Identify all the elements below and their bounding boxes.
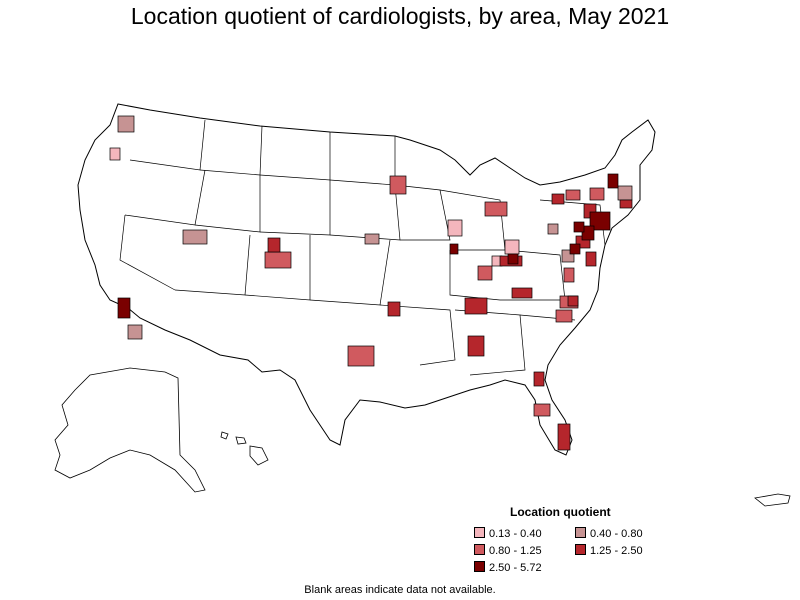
area-providence — [619, 199, 633, 209]
area-tampa — [533, 403, 551, 417]
area-knoxville — [511, 287, 533, 299]
area-denver — [264, 251, 292, 269]
area-columbia — [555, 309, 573, 323]
area-rochester — [551, 193, 565, 205]
legend-item-2: 0.80 - 1.25 — [474, 544, 542, 557]
area-huntington — [507, 253, 519, 265]
legend-label-3: 1.25 - 2.50 — [590, 545, 643, 557]
puerto-rico-outline — [754, 493, 791, 507]
legend-swatch-4 — [474, 561, 485, 572]
legend-label-1: 0.40 - 0.80 — [590, 528, 643, 540]
legend-swatch-2 — [474, 544, 485, 555]
legend-item-1: 0.40 - 0.80 — [575, 527, 643, 540]
area-lexington — [563, 267, 575, 283]
hawaii-islands — [220, 431, 269, 466]
area-springfield-il — [447, 219, 463, 237]
area-san-diego — [127, 324, 143, 340]
legend: Location quotient 0.13 - 0.40 0.40 - 0.8… — [470, 505, 680, 577]
area-albany — [589, 187, 605, 201]
area-allentown — [573, 221, 585, 233]
legend-title: Location quotient — [510, 505, 611, 519]
area-boundaries — [119, 119, 606, 376]
legend-item-3: 1.25 - 2.50 — [575, 544, 643, 557]
area-syracuse — [565, 189, 581, 201]
area-nashville — [464, 297, 488, 315]
area-gainesville — [533, 371, 545, 387]
legend-label-4: 2.50 - 5.72 — [489, 562, 542, 574]
area-columbus-oh — [504, 239, 520, 255]
legend-swatch-0 — [474, 527, 485, 538]
area-hartford — [607, 173, 619, 189]
area-washington — [569, 243, 581, 255]
area-minneapolis — [389, 175, 407, 195]
area-philadelphia — [581, 225, 595, 241]
area-louisville — [477, 265, 493, 281]
area-new-york — [589, 211, 611, 231]
area-seattle — [117, 115, 135, 133]
footnote: Blank areas indicate data not available. — [304, 584, 496, 596]
area-peoria — [449, 243, 459, 255]
legend-label-2: 0.80 - 1.25 — [489, 545, 542, 557]
area-boston — [617, 185, 633, 201]
legend-item-4: 2.50 - 5.72 — [474, 561, 542, 574]
area-portland — [109, 147, 121, 161]
area-jackson — [467, 335, 485, 357]
area-dallas — [347, 345, 375, 367]
legend-item-0: 0.13 - 0.40 — [474, 527, 542, 540]
area-miami — [557, 423, 571, 451]
legend-swatch-3 — [575, 544, 586, 555]
alaska-outline — [54, 367, 206, 493]
area-raleigh — [567, 295, 579, 307]
area-detroit — [484, 201, 508, 217]
area-pittsburgh — [547, 223, 559, 235]
legend-label-0: 0.13 - 0.40 — [489, 528, 542, 540]
legend-swatch-1 — [575, 527, 586, 538]
area-los-angeles — [117, 297, 131, 319]
area-virginia-beach — [585, 251, 597, 267]
area-cheyenne — [267, 237, 281, 253]
shaded-areas — [109, 115, 633, 451]
area-tulsa — [387, 301, 401, 317]
area-salt-lake — [182, 229, 208, 245]
map-title: Location quotient of cardiologists, by a… — [130, 3, 670, 29]
area-des-moines — [364, 233, 380, 245]
